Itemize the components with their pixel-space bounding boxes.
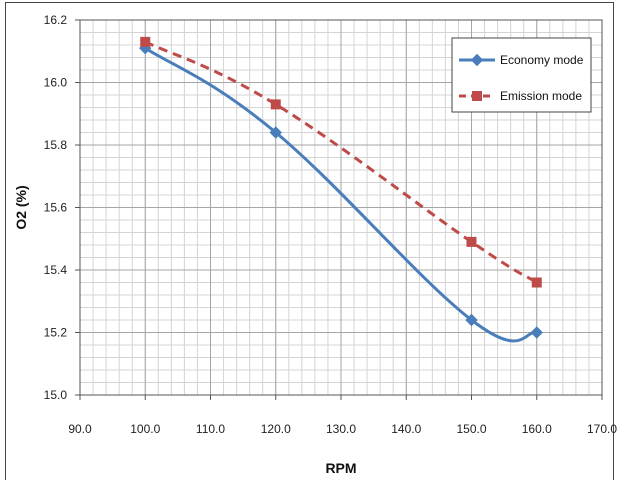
x-axis-tick-labels: 90.0 100.0 110.0 120.0 130.0 140.0 150.0 160.0 1… — [68, 422, 617, 436]
x-tick-label: 120.0 — [261, 422, 291, 436]
legend-label: Economy mode — [500, 53, 584, 67]
y-tick-label: 16.2 — [44, 13, 68, 27]
y-axis-tick-labels: 15.0 15.2 15.4 15.6 15.8 16.0 16.2 — [44, 13, 68, 402]
plot-area-border — [79, 19, 603, 396]
y-tick-label: 15.4 — [44, 263, 68, 277]
y-tick-label: 16.0 — [44, 76, 68, 90]
legend: Economy mode Emission mode — [451, 37, 592, 113]
x-tick-label: 90.0 — [68, 422, 92, 436]
chart-frame — [5, 2, 614, 480]
legend-label: Emission mode — [500, 89, 582, 103]
x-tick-label: 110.0 — [196, 422, 225, 436]
x-tick-label: 100.0 — [130, 422, 160, 436]
x-tick-label: 170.0 — [587, 422, 617, 436]
data-point-square — [140, 36, 151, 47]
series-line — [144, 46, 538, 343]
data-point-diamond — [530, 326, 543, 339]
series-emission-mode — [140, 36, 542, 288]
data-point-square — [270, 99, 281, 110]
series-line — [144, 40, 538, 284]
x-tick-label: 130.0 — [326, 422, 356, 436]
legend-box — [451, 37, 592, 113]
legend-swatch-marker — [470, 53, 484, 67]
x-axis-title: RPM — [325, 460, 356, 476]
data-point-diamond — [269, 126, 282, 139]
series-layer — [139, 36, 543, 343]
y-tick-label: 15.8 — [44, 138, 68, 152]
series-economy-mode — [139, 41, 543, 343]
y-tick-label: 15.0 — [44, 388, 68, 402]
data-point-square — [531, 277, 542, 288]
y-tick-label: 15.2 — [44, 326, 68, 340]
y-tick-label: 15.6 — [44, 201, 68, 215]
x-tick-label: 150.0 — [456, 422, 486, 436]
y-axis-title: O2 (%) — [13, 185, 29, 229]
x-tick-label: 160.0 — [522, 422, 552, 436]
data-point-diamond — [465, 313, 478, 327]
x-tick-label: 140.0 — [391, 422, 421, 436]
legend-swatch-marker — [472, 91, 482, 101]
data-point-square — [466, 236, 477, 247]
